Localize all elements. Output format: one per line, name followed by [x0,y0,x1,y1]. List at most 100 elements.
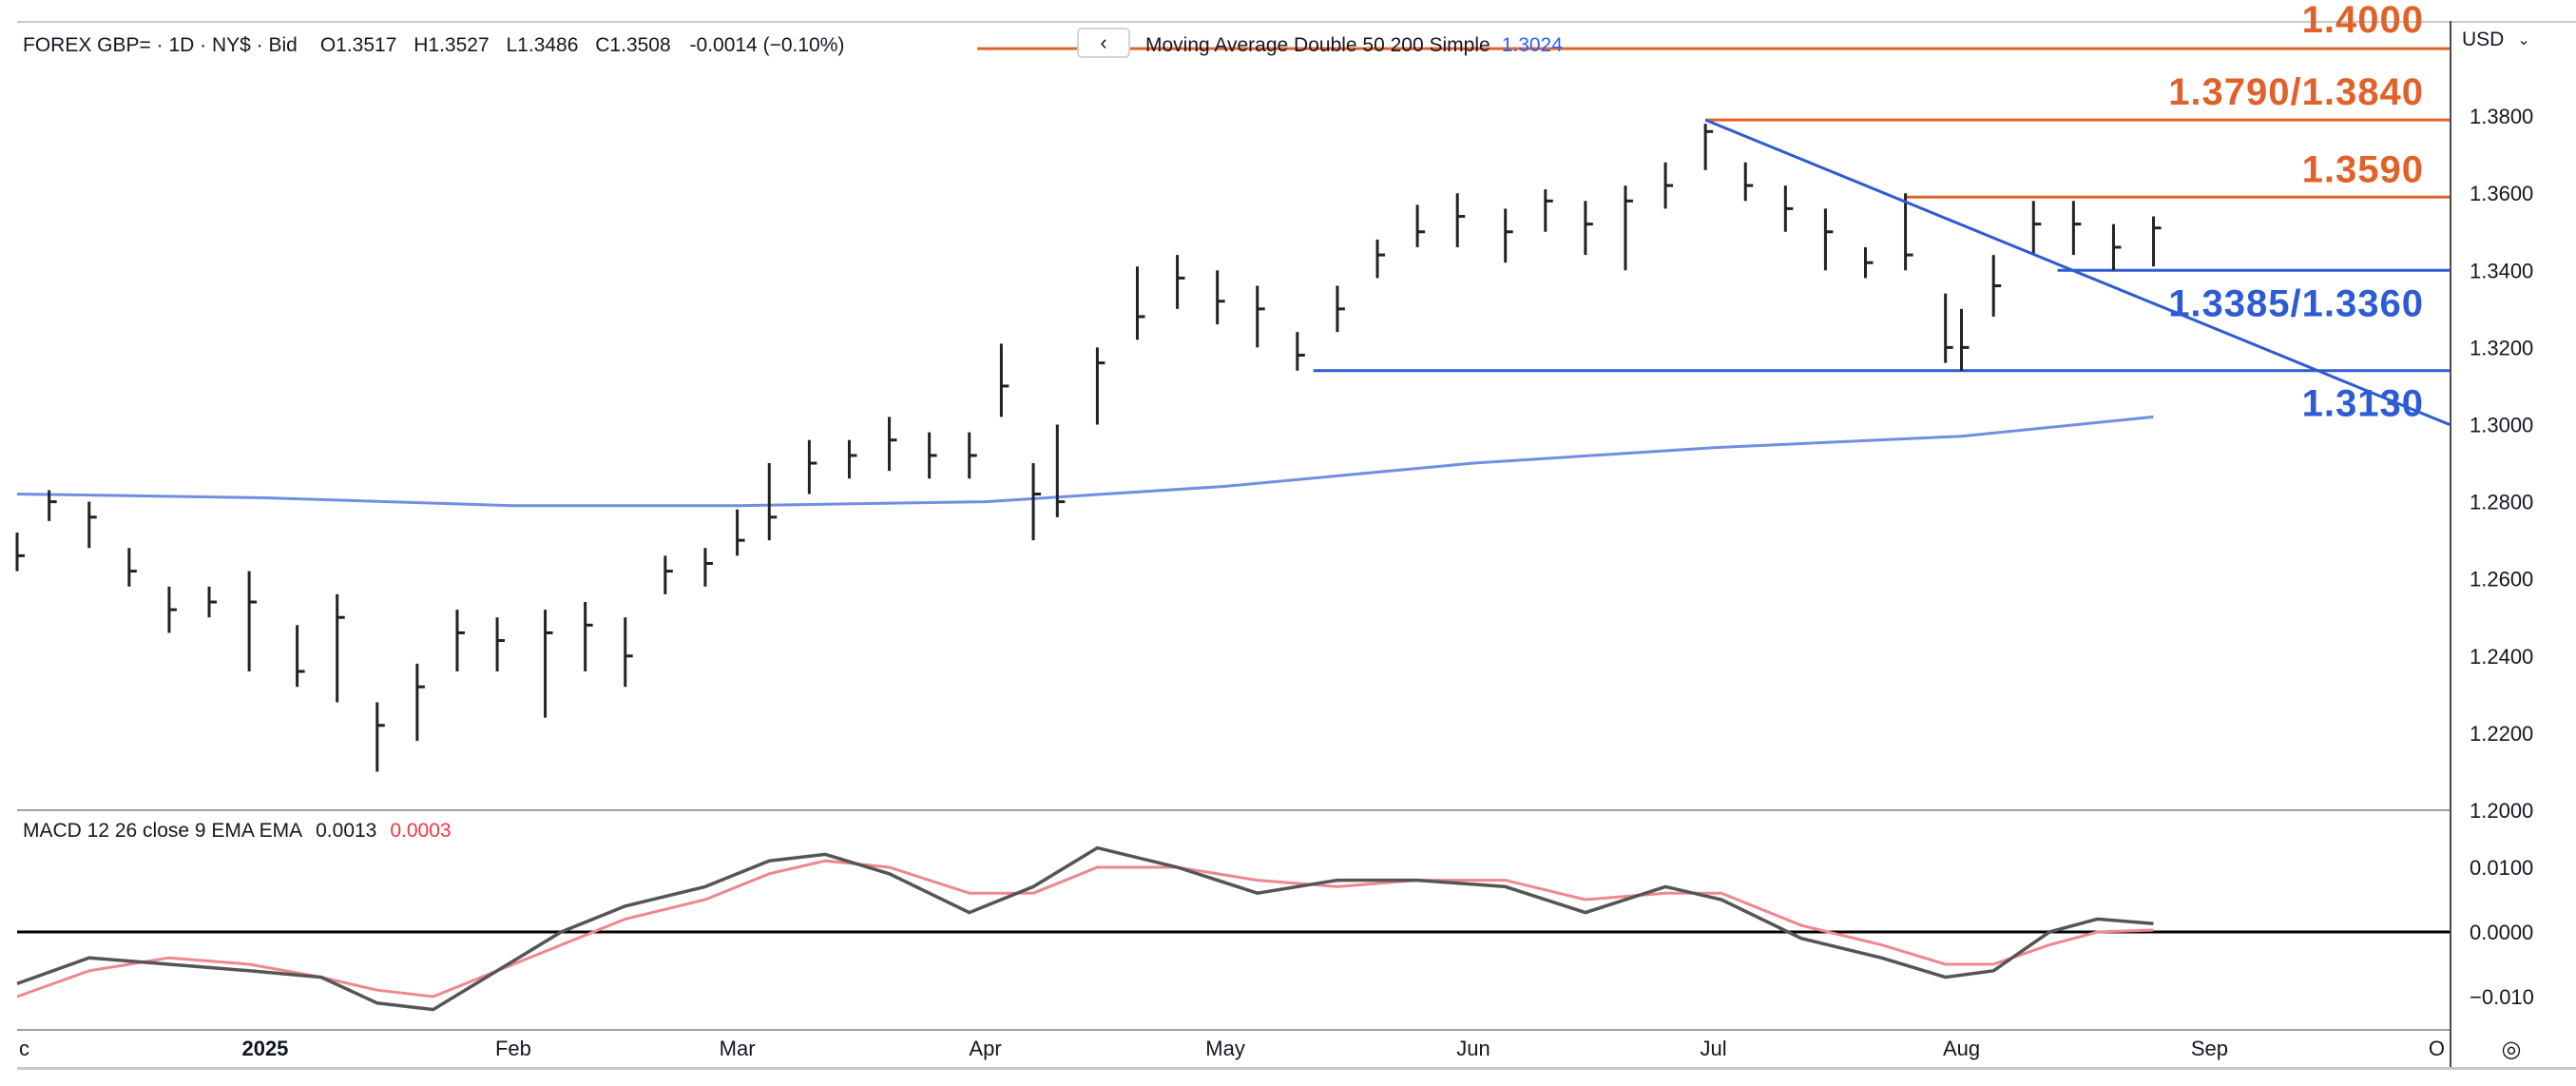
price-bar [1176,255,1185,309]
price-bar [1584,201,1593,256]
bottom-border [17,1067,2576,1070]
time-axis-label: May [1205,1037,1245,1060]
chevron-left-icon: ‹ [1100,30,1107,54]
price-bar [1216,270,1225,325]
macd-tick-label: −0.010 [2470,985,2534,1009]
price-bar [888,417,897,472]
price-bar [375,702,385,772]
price-tick-label: 1.3800 [2470,105,2533,128]
time-axis-label: 2025 [241,1037,288,1060]
price-bar [624,617,633,688]
top-border [17,21,2576,23]
price-tick-label: 1.2600 [2470,568,2533,591]
price-bar [999,343,1009,417]
price-bar [1743,162,1754,202]
price-bar [207,586,218,618]
price-tick-label: 1.3000 [2470,414,2533,437]
price-bar [495,617,506,672]
indicator-legend[interactable]: Moving Average Double 50 200 Simple 1.30… [1145,29,1563,63]
ohlc-values: O1.3517 H1.3527 L1.3486 C1.3508 -0.0014 … [320,34,856,57]
level-label: 1.3790/1.3840 [2168,71,2424,113]
price-bar [968,432,977,479]
price-bar [415,663,425,742]
price-tick-label: 1.3400 [2470,259,2533,282]
price-tick-label: 1.3200 [2470,336,2533,359]
macd-value: 0.0013 [316,820,377,842]
price-bar [1960,308,1970,371]
price-bar [1415,204,1426,247]
price-tick-label: 1.2400 [2470,645,2533,669]
close-value: C1.3508 [595,34,671,56]
open-value: O1.3517 [319,34,397,56]
price-bar [1624,185,1633,271]
price-bar [1864,246,1874,279]
price-bar [1256,285,1265,348]
price-bar [1455,193,1466,247]
time-axis-label: Mar [720,1037,756,1060]
chevron-down-icon: ⌄ [2517,32,2530,48]
price-bar [1095,347,1105,425]
axis-settings-button[interactable]: ◎ [2489,1034,2534,1064]
pane-separator[interactable] [17,809,2450,811]
macd-tick-label: 0.0000 [2470,921,2533,944]
price-bar [1336,285,1345,333]
price-bar [703,548,713,587]
level-label: 1.3385/1.3360 [2168,282,2424,324]
time-axis-label: c [19,1037,29,1060]
time-axis-label: Aug [1943,1037,1980,1060]
time-axis-separator [17,1029,2450,1031]
price-bar [1055,424,1066,517]
price-bar [1135,266,1145,340]
macd-tick-label: 0.0100 [2470,856,2533,880]
level-label: 1.3130 [2302,383,2424,425]
price-tick-label: 1.2200 [2470,722,2533,746]
symbol-legend: FOREX GBP= · 1D · NY$ · Bid O1.3517 H1.3… [23,29,861,63]
high-value: H1.3527 [413,34,490,56]
change-value: -0.0014 (−0.10%) [689,34,845,56]
price-bar [87,501,97,549]
price-bar [1904,193,1913,271]
price-bar [2152,216,2162,267]
moving-average-line [16,415,2154,508]
price-bar [336,593,345,703]
time-axis-label: Jun [1456,1037,1490,1060]
price-bar [1504,208,1513,263]
price-scale-divider[interactable] [2450,21,2451,1067]
price-bar [2031,201,2042,256]
price-bar [2111,223,2122,271]
symbol-info[interactable]: FOREX GBP= · 1D · NY$ · Bid [23,34,298,56]
price-bar [663,555,673,594]
price-bar [1663,162,1674,209]
time-axis-label: Feb [495,1037,531,1060]
signal-value: 0.0003 [390,820,452,842]
price-bar [1544,189,1553,232]
price-bar [455,610,465,672]
price-bar [15,533,25,572]
price-bar [1823,208,1834,271]
signal-line [16,859,2154,999]
price-bar [767,463,778,541]
level-label: 1.4000 [2302,0,2424,41]
currency-selector[interactable]: USD ⌄ [2462,25,2566,55]
price-bar [807,439,817,495]
macd-line [16,845,2154,1012]
low-value: L1.3486 [506,34,579,56]
price-bar [1703,124,1714,170]
price-bar [1944,293,1953,363]
price-bar [1031,463,1042,541]
trendline [1704,118,2451,426]
macd-legend[interactable]: MACD 12 26 close 9 EMA EMA 0.0013 0.0003 [23,816,452,846]
price-bar [584,602,593,672]
eye-settings-icon: ◎ [2501,1036,2522,1062]
price-bar [296,625,305,688]
time-axis-label: Sep [2191,1037,2228,1060]
price-tick-label: 1.3600 [2470,182,2533,205]
time-axis-label: Jul [1701,1037,1727,1060]
indicator-value: 1.3024 [1501,34,1563,56]
price-bar [167,586,177,633]
price-bar [48,490,57,521]
price-bar [1296,332,1305,371]
price-bar [544,610,553,718]
collapse-legend-button[interactable]: ‹ [1077,28,1130,58]
